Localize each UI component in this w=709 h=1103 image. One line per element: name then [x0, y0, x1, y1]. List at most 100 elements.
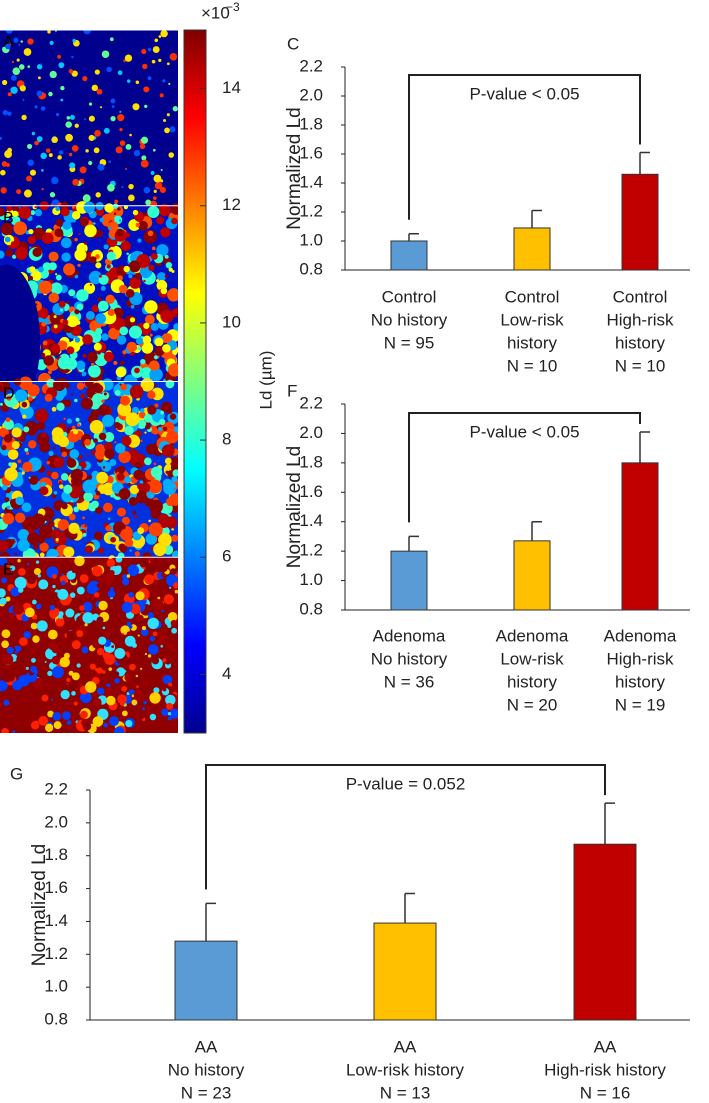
heatmap-blob [129, 603, 141, 615]
heatmap-blob [165, 659, 171, 665]
heatmap-blob [137, 634, 140, 637]
heatmap-blob [24, 607, 35, 618]
heatmap-blob [60, 85, 65, 91]
heatmap-blob [54, 228, 64, 238]
heatmap-blob [51, 528, 61, 539]
heatmap-blob [88, 134, 95, 142]
heatmap-blob [104, 431, 115, 443]
heatmap-blob [151, 656, 160, 665]
y-tick-label: 0.8 [299, 259, 323, 278]
heatmap-blob [65, 684, 69, 688]
heatmap-blob [137, 614, 144, 621]
heatmap-blob [11, 427, 22, 438]
heatmap-blob [153, 462, 157, 466]
heatmap-blob [49, 70, 57, 79]
heatmap-blob [32, 604, 35, 608]
heatmap-blob [96, 647, 105, 656]
heatmap-blob [105, 525, 112, 532]
heatmap-blob [62, 319, 69, 326]
heatmap-blob [14, 650, 18, 654]
heatmap-blob [51, 471, 59, 480]
bar [621, 173, 659, 271]
heatmap-blob [31, 513, 46, 527]
heatmap-blob [23, 631, 32, 639]
heatmap-blob [65, 357, 78, 370]
heatmap-blob [153, 687, 160, 694]
heatmap-blob [121, 602, 133, 613]
heatmap-blob [164, 274, 169, 279]
heatmap-blob [53, 490, 58, 495]
heatmap-blob [143, 414, 153, 423]
error-bar [531, 520, 542, 541]
heatmap-blob [135, 674, 139, 678]
heatmap-blob [2, 653, 14, 665]
heatmap-blob [47, 629, 58, 640]
heatmap-blob [163, 594, 174, 605]
heatmap-blob [148, 644, 159, 655]
heatmap-blob [124, 476, 132, 484]
heatmap-blob [165, 261, 173, 269]
heatmap-blob [48, 91, 53, 97]
heatmap-blob [156, 279, 159, 283]
heatmap-blob [51, 666, 64, 679]
heatmap-blob [40, 106, 46, 111]
heatmap-blob [114, 390, 121, 396]
x-tick-label: N = 20 [507, 695, 558, 714]
x-tick-label: Adenoma [373, 626, 446, 645]
heatmap-blob [147, 654, 152, 658]
heatmap-blob [166, 497, 176, 507]
heatmap-blob [82, 479, 97, 494]
heatmap-blob [59, 308, 64, 312]
heatmap-blob [2, 109, 8, 116]
heatmap-blob [18, 206, 32, 220]
heatmap-blob [116, 507, 126, 517]
heatmap-blob [79, 691, 92, 704]
heatmap-blob [43, 529, 53, 539]
heatmap-blob [97, 687, 105, 695]
heatmap-blob [16, 58, 20, 62]
heatmap-blob [83, 201, 95, 214]
heatmap-blob [66, 301, 70, 305]
heatmap-blob [45, 148, 51, 153]
significance-label: P-value < 0.05 [469, 84, 579, 103]
x-tick-label: N = 10 [507, 356, 558, 375]
heatmap-blob [73, 294, 77, 299]
heatmap-blob [137, 527, 145, 535]
y-tick-label: 2.2 [299, 56, 323, 75]
heatmap-blob [165, 694, 176, 706]
heatmap-blob [12, 210, 19, 217]
heatmap-blob [30, 665, 38, 673]
heatmap-blob [103, 127, 110, 134]
heatmap-blob [122, 354, 126, 358]
heatmap-blob [61, 451, 68, 458]
heatmap-blob [132, 103, 140, 111]
heatmap-blob [66, 116, 71, 120]
heatmap-blob [53, 315, 57, 319]
heatmap-blob [60, 399, 66, 404]
heatmap-images: A B D E [0, 30, 178, 733]
heatmap-blob [127, 376, 132, 382]
heatmap-blob [36, 421, 46, 431]
heatmap-blob [45, 559, 49, 563]
heatmap-blob [69, 162, 76, 169]
heatmap-blob [102, 626, 106, 630]
heatmap-blob [26, 175, 32, 182]
heatmap-blob [101, 399, 105, 403]
heatmap-blob [52, 573, 57, 579]
heatmap-blob [11, 441, 20, 450]
heatmap-blob [51, 493, 57, 499]
heatmap-blob [26, 563, 30, 566]
heatmap-blob [110, 587, 114, 591]
heatmap-blob [41, 187, 44, 191]
heatmap-blob [27, 384, 40, 397]
heatmap-blob [50, 698, 54, 701]
heatmap-blob [76, 382, 85, 390]
heatmap-blob [28, 440, 37, 449]
heatmap-blob [21, 401, 28, 408]
heatmap-blob [74, 337, 81, 343]
heatmap-blob [17, 459, 22, 464]
heatmap-blob [42, 408, 45, 411]
heatmap-blob [82, 516, 85, 520]
heatmap-blob [161, 609, 164, 613]
heatmap-blob [125, 288, 135, 298]
